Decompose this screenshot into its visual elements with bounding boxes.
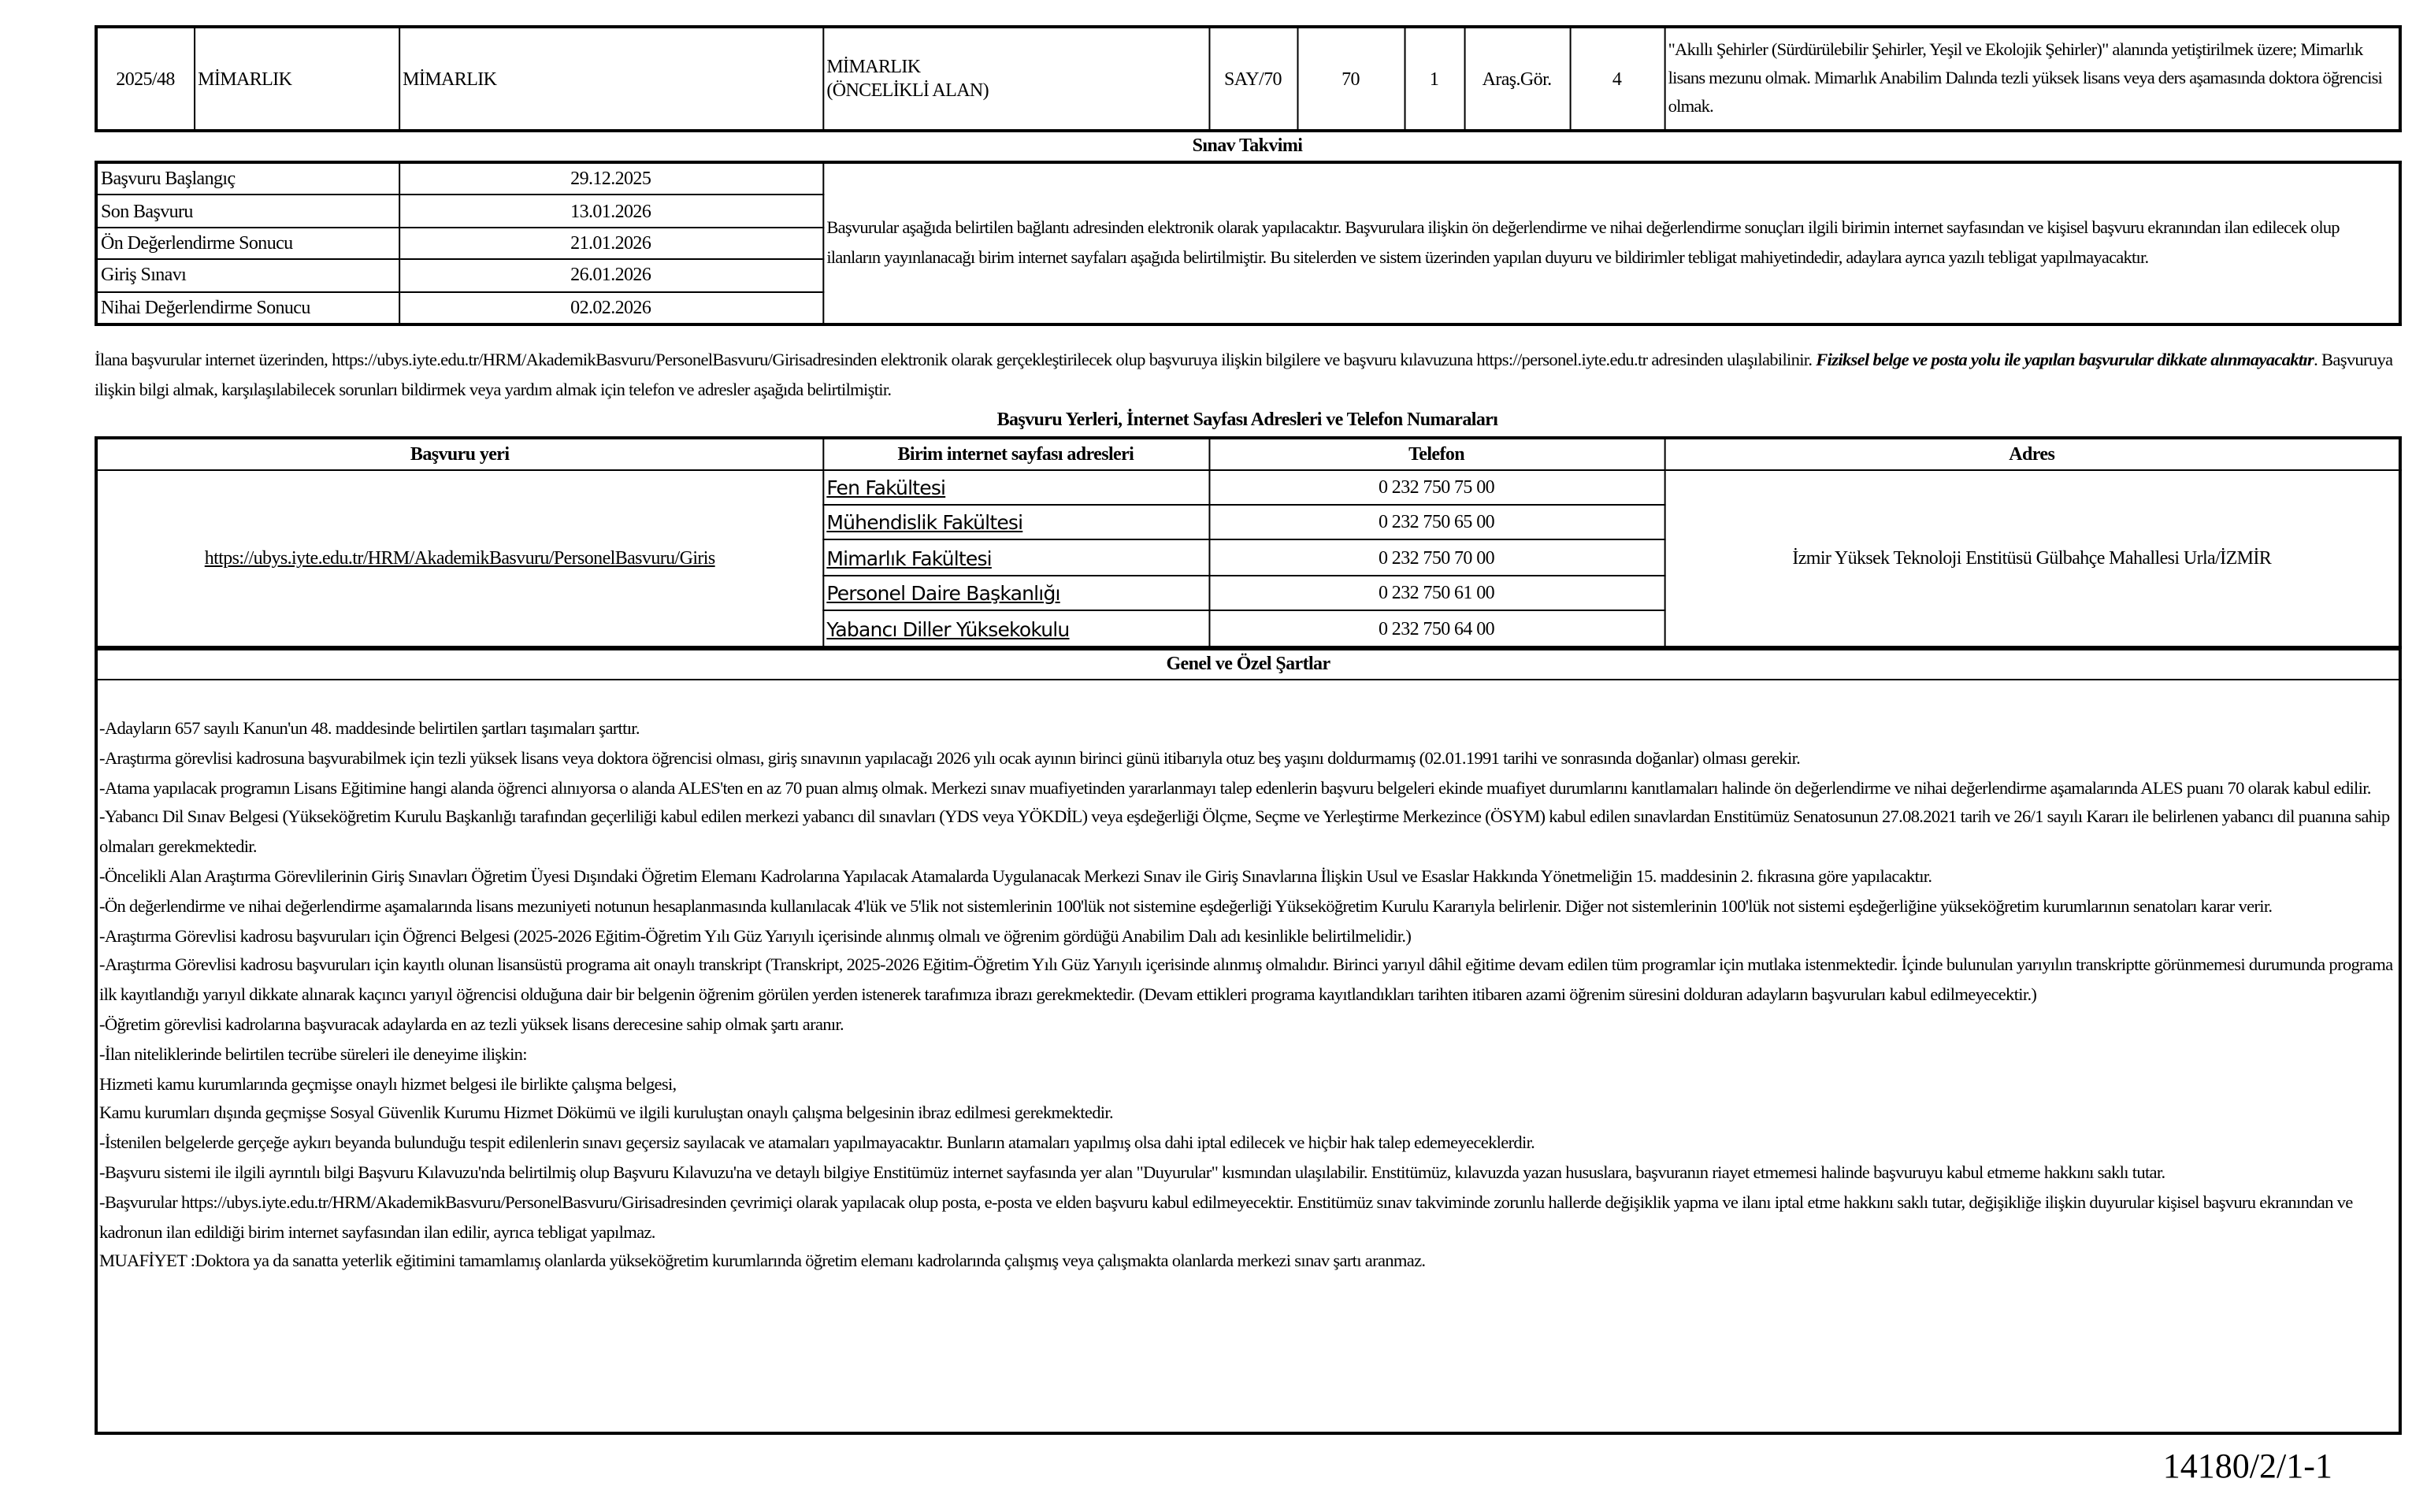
unit-cell: Mühendislik Fakültesi [822,503,1210,541]
unit-cell: Mimarlık Fakültesi [822,539,1210,576]
position-table: 2025/48 MİMARLIK MİMARLIK MİMARLIK (ÖNCEL… [95,25,2402,132]
calendar-note: Başvurular aşağıda belirtilen bağlantı a… [822,161,2401,325]
condition-item: -Atama yapılacak programın Lisans Eğitim… [99,779,2371,799]
calendar-row: Başvuru Başlangıç 29.12.2025 Başvurular … [95,161,2401,325]
condition-item: -Araştırma Görevlisi kadrosu başvuruları… [99,927,1412,947]
condition-item: -Başvurular https://ubys.iyte.edu.tr/HRM… [99,1193,2353,1243]
calendar-row: Nihai Değerlendirme Sonucu 02.02.2026 [95,291,2400,325]
birim: MİMARLIK [193,26,400,132]
basvuru-yeri-cell: https://ubys.iyte.edu.tr/HRM/AkademikBas… [95,469,824,648]
condition-item: -Öncelikli Alan Araştırma Görevlilerinin… [99,867,1932,887]
unit-phone: 0 232 750 70 00 [1208,539,1665,576]
conditions-box: -Adayların 657 sayılı Kanun'un 48. madde… [95,679,2402,1435]
unit-link[interactable]: Personel Daire Başkanlığı [826,581,1060,606]
anabilim-dali-line2: (ÖNCELİKLİ ALAN) [826,79,989,101]
contact-row: Mimarlık Fakültesi 0 232 750 70 00 [96,539,2400,576]
ilan-no: 2025/48 [95,26,195,132]
header-birim: Birim internet sayfası adresleri [822,437,1210,470]
unvan: Araş.Gör. [1463,26,1571,132]
unit-phone: 0 232 750 65 00 [1208,503,1665,541]
unit-phone: 0 232 750 64 00 [1208,610,1665,649]
bolum: MİMARLIK [398,26,824,132]
condition-item: -Öğretim görevlisi kadrolarına başvuraca… [99,1015,844,1035]
contact-row: https://ubys.iyte.edu.tr/HRM/AkademikBas… [95,468,2401,648]
unit-link[interactable]: Yabancı Diller Yüksekokulu [826,617,1070,641]
calendar-label: Giriş Sınavı [95,258,400,293]
unit-link[interactable]: Mimarlık Fakültesi [826,546,992,570]
calendar-row: Son Başvuru 13.01.2026 [95,194,2400,228]
calendar-label: Başvuru Başlangıç [95,161,400,196]
condition-item: -Adayların 657 sayılı Kanun'un 48. madde… [99,720,640,739]
unit-phone: 0 232 750 61 00 [1208,574,1665,612]
contacts-table: Başvuru yeri Birim internet sayfası adre… [95,436,2402,649]
calendar-date: 26.01.2026 [398,258,824,293]
anabilim-dali-line1: MİMARLIK [826,55,921,77]
intro-text-2: . Başvuruya ilişkin bilgi almak, karşıla… [95,351,2393,400]
conditions-title: Genel ve Özel Şartlar [1166,652,1330,674]
contacts-header-row: Başvuru yeri Birim internet sayfası adre… [95,437,2401,470]
position-row: 2025/48 MİMARLIK MİMARLIK MİMARLIK (ÖNCEL… [95,26,2401,132]
ales: SAY/70 [1208,26,1298,132]
contact-row: Yabancı Diller Yüksekokulu 0 232 750 64 0… [96,610,2400,649]
footer-code: 14180/2/1-1 [2162,1446,2332,1485]
intro-text: İlana başvurular internet üzerinden, htt… [95,351,1817,370]
header-telefon: Telefon [1208,437,1665,470]
calendar-date: 02.02.2026 [398,291,824,325]
calendar-table: Başvuru Başlangıç 29.12.2025 Başvurular … [95,161,2402,326]
condition-item: MUAFİYET :Doktora ya da sanatta yeterlik… [99,1252,1426,1272]
condition-item: -İstenilen belgelerde gerçeğe aykırı bey… [99,1134,1535,1154]
basvuru-link[interactable]: https://ubys.iyte.edu.tr/HRM/AkademikBas… [204,546,715,569]
condition-item: -Araştırma Görevlisi kadrosu başvuruları… [99,956,2393,1006]
condition-item: Hizmeti kamu kurumlarında geçmişse onayl… [99,1075,677,1095]
intro-paragraph: İlana başvurular internet üzerinden, htt… [95,346,2402,406]
unit-link[interactable]: Fen Fakültesi [826,475,946,499]
calendar-date: 21.01.2026 [398,226,824,261]
header-adres: Adres [1663,437,2401,470]
unit-cell: Yabancı Diller Yüksekokulu [822,610,1210,649]
condition-item: Kamu kurumları dışında geçmişse Sosyal G… [99,1104,1114,1124]
calendar-row: Ön Değerlendirme Sonucu 21.01.2026 [95,226,2400,261]
condition-item: -İlan niteliklerinde belirtilen tecrübe … [99,1045,527,1065]
condition-item: -Başvuru sistemi ile ilgili ayrıntılı bi… [99,1163,2165,1183]
calendar-label: Ön Değerlendirme Sonucu [95,226,400,261]
unit-phone: 0 232 750 75 00 [1208,468,1665,506]
condition-item: -Araştırma görevlisi kadrosuna başvurabi… [99,749,1801,769]
conditions-title-bar: Genel ve Özel Şartlar [95,647,2402,680]
condition-item: -Ön değerlendirme ve nihai değerlendirme… [99,897,2273,917]
intro-warning: Fiziksel belge ve posta yolu ile yapılan… [1816,351,2314,370]
calendar-row: Giriş Sınavı 26.01.2026 [95,258,2400,293]
contact-row: Mühendislik Fakültesi 0 232 750 65 00 [96,503,2400,541]
unit-link[interactable]: Mühendislik Fakültesi [826,510,1023,535]
anabilim-dali: MİMARLIK (ÖNCELİKLİ ALAN) [822,26,1210,132]
derece: 4 [1568,26,1665,132]
calendar-date: 29.12.2025 [398,161,824,196]
aciklama: "Akıllı Şehirler (Sürdürülebilir Şehirle… [1663,26,2401,132]
calendar-title: Sınav Takvimi [1192,134,1303,156]
adet: 1 [1403,26,1465,132]
calendar-date: 13.01.2026 [398,194,824,228]
puan: 70 [1296,26,1405,132]
contacts-title: Başvuru Yerleri, İnternet Sayfası Adresl… [996,408,1498,430]
condition-item: -Yabancı Dil Sınav Belgesi (Yükseköğreti… [99,808,2390,858]
header-basvuru-yeri: Başvuru yeri [95,437,824,470]
contact-row: Personel Daire Başkanlığı 0 232 750 61 00 [96,574,2400,612]
unit-cell: Personel Daire Başkanlığı [822,574,1210,612]
unit-cell: Fen Fakültesi [822,468,1210,506]
calendar-label: Son Başvuru [95,194,400,228]
adres-cell: İzmir Yüksek Teknoloji Enstitüsü Gülbahç… [1663,469,2401,648]
calendar-label: Nihai Değerlendirme Sonucu [95,291,400,325]
